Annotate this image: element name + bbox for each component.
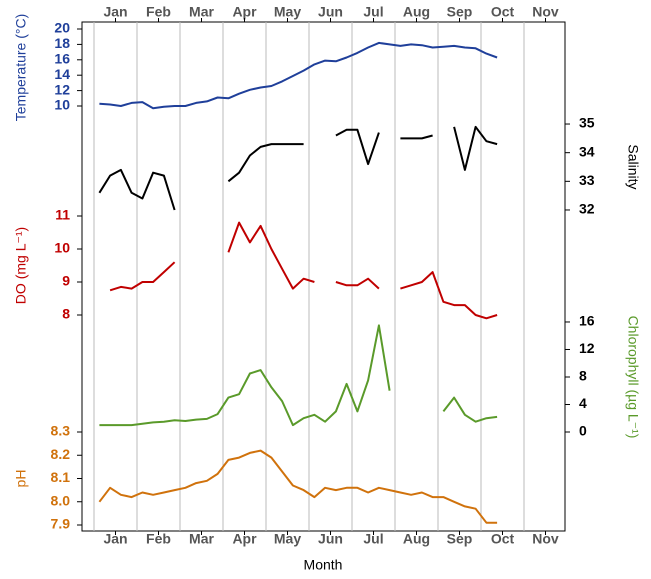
- y-tick-label: 16: [579, 313, 595, 329]
- y-axis-title: pH: [13, 470, 29, 488]
- x-tick-label: Nov: [532, 531, 559, 547]
- x-tick-label: Jun: [318, 531, 343, 547]
- x-tick-label-top: Jun: [318, 4, 343, 20]
- x-tick-label-top: Jan: [103, 4, 127, 20]
- x-tick-label: Mar: [189, 531, 214, 547]
- y-tick-label: 20: [54, 20, 70, 36]
- y-tick-label: 8.2: [51, 446, 71, 462]
- series-line: [99, 324, 498, 427]
- y-tick-label: 34: [579, 143, 595, 159]
- y-tick-label: 11: [55, 207, 70, 223]
- x-tick-label: May: [274, 531, 301, 547]
- y-tick-label: 0: [579, 423, 587, 439]
- x-tick-label: Aug: [403, 531, 430, 547]
- y-tick-label: 8.0: [51, 492, 71, 508]
- y-tick-label: 8: [62, 306, 70, 322]
- y-tick-label: 32: [579, 201, 595, 217]
- x-tick-label-top: Jul: [363, 4, 383, 20]
- x-tick-label-top: Aug: [403, 4, 430, 20]
- series-line: [98, 449, 498, 524]
- x-tick-label-top: Oct: [491, 4, 515, 20]
- y-axis-title: Chlorophyll (µg L⁻¹): [625, 316, 641, 439]
- y-tick-label: 12: [579, 340, 595, 356]
- x-tick-label-top: Mar: [189, 4, 214, 20]
- y-tick-label: 8.3: [51, 423, 71, 439]
- y-tick-label: 12: [54, 81, 70, 97]
- plot-frame: [81, 21, 566, 532]
- y-tick-label: 9: [62, 273, 70, 289]
- y-tick-label: 33: [579, 172, 595, 188]
- x-tick-label: Oct: [491, 531, 515, 547]
- x-tick-label: Sep: [447, 531, 473, 547]
- x-tick-label: Apr: [232, 531, 257, 547]
- x-tick-label-top: Apr: [232, 4, 257, 20]
- y-axis-title: Salinity: [625, 144, 641, 189]
- series-line: [99, 41, 498, 110]
- x-tick-label-top: May: [274, 4, 301, 20]
- series-line: [98, 125, 498, 211]
- x-tick-label: Feb: [146, 531, 171, 547]
- series-line: [109, 221, 498, 320]
- y-tick-label: 18: [54, 35, 70, 51]
- y-axis-title: DO (mg L⁻¹): [13, 227, 29, 304]
- y-tick-label: 14: [54, 66, 70, 82]
- y-tick-label: 8: [579, 368, 587, 384]
- x-tick-label: Jan: [103, 531, 127, 547]
- y-tick-label: 16: [54, 51, 70, 67]
- y-tick-label: 8.1: [51, 469, 71, 485]
- y-axis-title: Temperature (°C): [13, 14, 29, 122]
- x-tick-label-top: Feb: [146, 4, 171, 20]
- x-tick-label-top: Sep: [447, 4, 473, 20]
- y-tick-label: 10: [54, 240, 70, 256]
- y-tick-label: 10: [54, 97, 70, 113]
- y-tick-label: 7.9: [51, 516, 71, 532]
- y-tick-label: 4: [579, 395, 587, 411]
- x-tick-label: Jul: [363, 531, 383, 547]
- x-axis-title: Month: [304, 557, 343, 573]
- y-tick-label: 35: [579, 115, 595, 131]
- x-tick-label-top: Nov: [532, 4, 559, 20]
